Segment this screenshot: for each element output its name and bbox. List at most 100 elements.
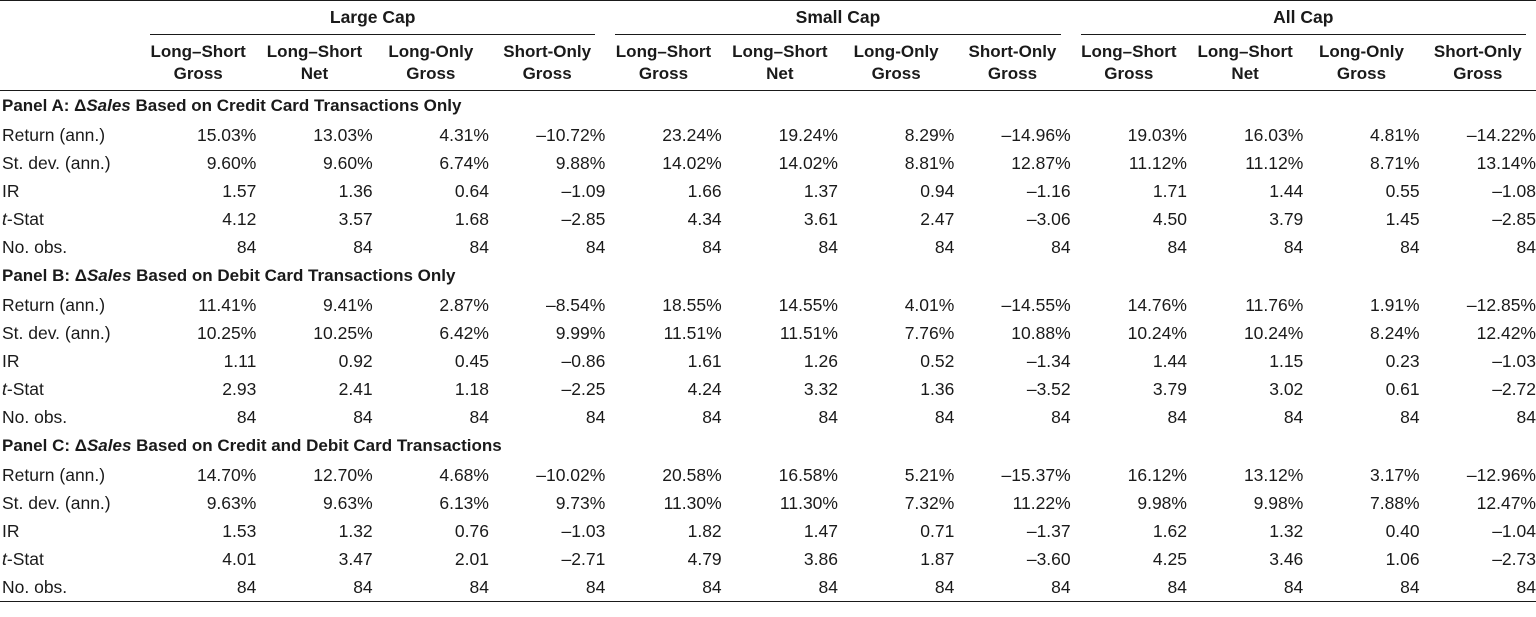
cell-value: 0.40 [1385,520,1420,541]
cell-value: 0.94 [920,180,955,201]
cell-value: 12.70% [313,464,373,485]
cell-value: 8.29% [904,124,955,145]
cell-value: 6.74% [439,152,489,173]
table-cell: –1.37 [954,517,1071,545]
cell-value: 7.88% [1370,492,1420,513]
table-cell: 84 [140,403,256,431]
cell-value: 13.12% [1243,464,1304,485]
table-cell: 10.88% [954,319,1070,347]
table-cell: 84 [489,233,605,261]
table-cell: 4.24 [605,375,722,403]
column-header-line2: Gross [1104,63,1154,83]
table-cell: 19.24% [722,121,838,149]
cell-value: 11.51% [779,322,838,343]
table-cell: 4.31% [373,121,489,149]
table-cell: 10.25% [140,319,256,347]
cell-value: 16.12% [1127,464,1187,485]
table-cell: 3.02 [1187,375,1303,403]
cell-value: 84 [236,236,257,257]
cell-value: 4.68% [439,464,489,485]
cell-value: –12.96% [1466,464,1536,485]
column-header-line2: Gross [1336,63,1387,83]
table-cell: 1.62 [1071,517,1187,545]
column-header-line2: Gross [638,63,689,83]
cell-value: 2.41 [338,378,373,399]
column-header-line2: Net [1231,63,1259,83]
table-cell: 1.47 [722,517,838,545]
cell-value: 9.99% [555,322,606,343]
table-cell: 84 [721,573,838,602]
cell-value: –1.03 [1492,350,1536,371]
table-cell: –3.06 [954,205,1071,233]
cell-value: –3.06 [1026,208,1071,229]
table-cell: 4.01% [838,291,955,319]
table-cell: 13.03% [256,121,372,149]
table-cell: 11.12% [1187,149,1303,177]
cell-value: 84 [1167,236,1187,257]
table-cell: 14.02% [722,149,838,177]
table-cell: 11.12% [1071,149,1187,177]
table-row: Return (ann.) 15.03% 13.03% 4.31% –10.72% 23.… [0,121,1536,149]
cell-value: 0.55 [1385,180,1420,201]
column-header-line1: Long–Short [1081,41,1177,61]
cell-value: –2.71 [561,548,606,569]
cell-value: 4.31% [439,124,489,145]
cell-value: 84 [1516,236,1536,257]
panel-title-italic: Sales [86,266,132,285]
cell-value: 84 [934,236,955,257]
table-cell: 84 [605,233,721,261]
table-cell: 1.36 [838,375,954,403]
row-label-text: No. obs. [2,406,68,427]
table-cell: 4.79 [605,545,722,573]
cell-value: 19.03% [1127,124,1187,145]
table-cell: 84 [489,403,605,431]
cell-value: 84 [1051,236,1071,257]
cell-value: –1.09 [561,180,606,201]
table-cell: 84 [1303,403,1419,431]
table-cell: 9.63% [256,489,373,517]
cell-value: 11.76% [1245,294,1304,315]
column-header-line1: Short-Only [968,41,1057,61]
table-cell: 8.81% [838,149,955,177]
cell-value: 9.98% [1253,492,1304,513]
table-cell: 11.41% [140,291,256,319]
table-row: IR 1.11 0.92 0.45 –0.86 1.61 1.26 0.52 –1.34 1.44… [0,347,1536,375]
table-cell: 3.46 [1187,545,1303,573]
row-label-text: IR [2,180,20,201]
row-label: St. dev. (ann.) [0,149,140,177]
row-label: t-Stat [0,545,140,573]
cell-value: –1.34 [1026,350,1071,371]
panel-title-row: Panel A: ΔSales Based on Credit Card Tra… [0,91,1536,122]
cell-value: 11.51% [663,322,722,343]
cell-value: 84 [585,406,606,427]
table-cell: –1.34 [954,347,1071,375]
table-cell: 2.47 [838,205,954,233]
cell-value: –0.86 [561,350,606,371]
table-row: t-Stat 2.93 2.41 1.18 –2.25 4.24 3.32 1.36 –3.52… [0,375,1536,403]
table-cell: 0.40 [1303,517,1420,545]
table-cell: 84 [1303,573,1420,602]
column-header: Short-Only Gross [488,35,606,91]
table-cell: –1.04 [1420,517,1536,545]
table-cell: 84 [140,573,257,602]
cell-value: 13.14% [1476,152,1536,173]
panel-title-row: Panel C: ΔSales Based on Credit and Debi… [0,431,1536,461]
table-row: Return (ann.) 14.70% 12.70% 4.68% –10.02% 20.… [0,461,1536,489]
table-cell: 84 [1187,403,1303,431]
column-header: Long–Short Net [721,35,838,91]
cell-value: 84 [1516,576,1536,597]
row-label: IR [0,347,140,375]
cell-value: 4.01 [222,548,257,569]
cell-value: 9.41% [323,294,373,315]
cell-value: –1.37 [1026,520,1071,541]
table-cell: 84 [1303,233,1419,261]
table-cell: 3.47 [256,545,373,573]
cell-value: 2.47 [920,208,955,229]
cell-value: –2.85 [561,208,606,229]
cell-value: 9.73% [555,492,606,513]
table-cell: 9.63% [140,489,257,517]
cell-value: 1.91% [1370,294,1420,315]
cell-value: 1.32 [1269,520,1304,541]
row-label: No. obs. [0,403,140,431]
